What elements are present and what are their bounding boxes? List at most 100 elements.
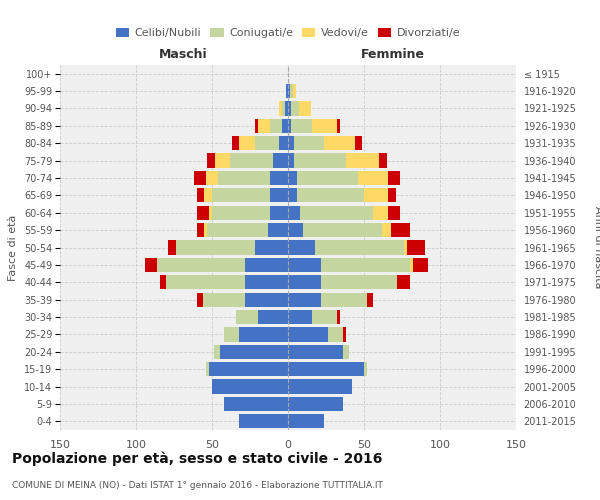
Bar bbox=[288, 188, 297, 202]
Bar bbox=[288, 328, 328, 342]
Bar bbox=[337, 310, 340, 324]
Bar bbox=[288, 118, 291, 133]
Bar bbox=[205, 223, 208, 237]
Bar bbox=[391, 223, 410, 237]
Bar bbox=[157, 258, 245, 272]
Bar bbox=[268, 223, 288, 237]
Bar bbox=[294, 136, 325, 150]
Bar bbox=[160, 275, 166, 289]
Bar bbox=[212, 206, 270, 220]
Bar bbox=[212, 188, 270, 202]
Bar bbox=[215, 154, 230, 168]
Bar bbox=[218, 171, 270, 185]
Bar bbox=[299, 102, 311, 116]
Text: COMUNE DI MEINA (NO) - Dati ISTAT 1° gennaio 2016 - Elaborazione TUTTITALIA.IT: COMUNE DI MEINA (NO) - Dati ISTAT 1° gen… bbox=[12, 480, 383, 490]
Bar bbox=[328, 328, 343, 342]
Bar bbox=[316, 240, 404, 254]
Bar bbox=[288, 102, 291, 116]
Bar bbox=[410, 258, 413, 272]
Bar bbox=[208, 223, 268, 237]
Bar bbox=[288, 362, 364, 376]
Bar bbox=[300, 206, 373, 220]
Bar bbox=[194, 171, 206, 185]
Bar bbox=[232, 136, 239, 150]
Bar bbox=[197, 188, 205, 202]
Bar bbox=[322, 275, 397, 289]
Bar bbox=[212, 380, 288, 394]
Bar bbox=[270, 188, 288, 202]
Bar bbox=[288, 206, 300, 220]
Bar bbox=[407, 240, 425, 254]
Bar bbox=[270, 118, 282, 133]
Bar bbox=[364, 362, 367, 376]
Bar bbox=[245, 275, 288, 289]
Bar bbox=[206, 362, 209, 376]
Bar bbox=[364, 188, 388, 202]
Bar bbox=[273, 154, 288, 168]
Bar bbox=[270, 171, 288, 185]
Bar bbox=[288, 397, 343, 411]
Bar bbox=[288, 310, 313, 324]
Bar bbox=[325, 136, 355, 150]
Bar bbox=[293, 84, 296, 98]
Bar bbox=[288, 344, 343, 359]
Bar bbox=[168, 240, 176, 254]
Bar bbox=[294, 154, 346, 168]
Bar bbox=[254, 240, 288, 254]
Bar bbox=[337, 118, 340, 133]
Bar bbox=[346, 154, 379, 168]
Bar bbox=[343, 328, 346, 342]
Bar bbox=[322, 258, 410, 272]
Bar bbox=[288, 258, 322, 272]
Bar bbox=[388, 171, 400, 185]
Y-axis label: Anni di nascita: Anni di nascita bbox=[593, 206, 600, 289]
Bar bbox=[254, 118, 257, 133]
Bar bbox=[404, 240, 407, 254]
Bar bbox=[197, 292, 203, 307]
Bar bbox=[236, 310, 257, 324]
Bar bbox=[176, 240, 254, 254]
Bar bbox=[288, 240, 316, 254]
Bar bbox=[288, 275, 322, 289]
Bar bbox=[373, 206, 388, 220]
Bar bbox=[279, 136, 288, 150]
Bar bbox=[220, 344, 288, 359]
Bar bbox=[379, 154, 387, 168]
Bar bbox=[288, 414, 325, 428]
Bar bbox=[388, 206, 400, 220]
Bar bbox=[297, 188, 364, 202]
Bar bbox=[279, 102, 282, 116]
Bar bbox=[270, 206, 288, 220]
Bar bbox=[413, 258, 428, 272]
Bar bbox=[209, 206, 212, 220]
Bar bbox=[197, 223, 205, 237]
Bar bbox=[286, 84, 288, 98]
Bar bbox=[285, 102, 288, 116]
Bar bbox=[197, 206, 209, 220]
Bar bbox=[288, 154, 294, 168]
Bar bbox=[257, 118, 270, 133]
Bar bbox=[313, 118, 337, 133]
Bar bbox=[239, 414, 288, 428]
Bar bbox=[245, 258, 288, 272]
Bar bbox=[297, 171, 358, 185]
Bar bbox=[322, 292, 367, 307]
Bar bbox=[206, 171, 218, 185]
Bar bbox=[288, 84, 290, 98]
Text: Maschi: Maschi bbox=[159, 48, 208, 62]
Legend: Celibi/Nubili, Coniugati/e, Vedovi/e, Divorziati/e: Celibi/Nubili, Coniugati/e, Vedovi/e, Di… bbox=[112, 23, 464, 42]
Bar bbox=[358, 171, 388, 185]
Bar bbox=[230, 154, 273, 168]
Bar bbox=[214, 344, 220, 359]
Bar bbox=[145, 258, 157, 272]
Text: Popolazione per età, sesso e stato civile - 2016: Popolazione per età, sesso e stato civil… bbox=[12, 451, 382, 466]
Bar bbox=[239, 328, 288, 342]
Bar bbox=[291, 102, 299, 116]
Bar bbox=[239, 136, 254, 150]
Bar bbox=[397, 275, 410, 289]
Bar bbox=[224, 328, 239, 342]
Bar bbox=[282, 102, 285, 116]
Bar bbox=[209, 362, 288, 376]
Bar bbox=[254, 136, 279, 150]
Bar bbox=[166, 275, 245, 289]
